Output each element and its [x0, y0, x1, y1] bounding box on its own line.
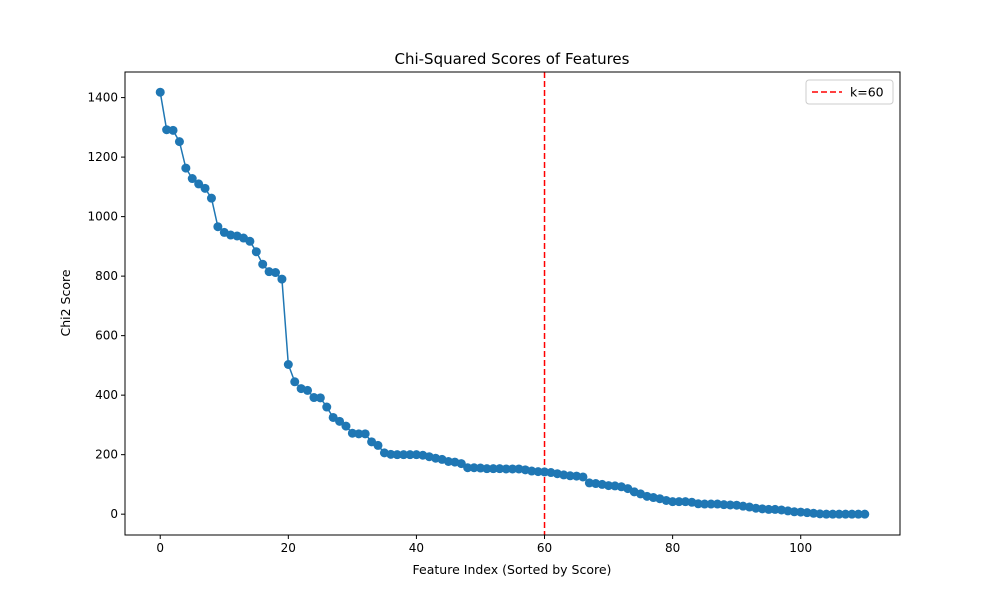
data-point	[360, 429, 370, 439]
y-tick-label: 400	[95, 388, 118, 402]
data-point	[213, 222, 223, 232]
series-line-chi2	[159, 92, 865, 515]
data-point	[392, 450, 402, 460]
data-point	[200, 183, 210, 193]
data-point	[405, 450, 415, 460]
x-tick-label: 80	[665, 541, 680, 555]
legend-box	[805, 79, 894, 105]
data-point	[168, 125, 178, 135]
data-point	[815, 509, 825, 519]
data-point	[533, 467, 543, 477]
data-point	[155, 87, 165, 97]
data-point	[354, 429, 364, 439]
legend: k=60	[805, 79, 894, 105]
data-point	[719, 500, 729, 510]
data-point	[309, 393, 319, 403]
x-axis-ticks: 0 20 40 60 80 100	[156, 535, 812, 555]
data-point	[245, 236, 255, 246]
data-point	[501, 464, 511, 474]
data-point	[674, 497, 684, 507]
data-point	[789, 507, 799, 517]
y-tick-label: 0	[110, 507, 118, 521]
data-point	[315, 393, 325, 403]
y-tick-label: 1400	[87, 91, 118, 105]
data-point	[283, 359, 293, 369]
data-point	[290, 377, 300, 387]
data-point	[565, 471, 575, 481]
data-point	[322, 402, 332, 412]
data-point	[399, 450, 409, 460]
plot-frame	[124, 71, 901, 536]
y-axis-label: Chi2 Score	[58, 269, 73, 336]
data-point	[578, 472, 588, 482]
x-tick-label: 0	[156, 541, 164, 555]
data-point	[495, 464, 505, 474]
data-point	[853, 509, 863, 519]
data-point	[508, 464, 517, 474]
y-tick-label: 800	[95, 269, 118, 283]
data-point	[335, 416, 345, 426]
x-tick-label: 100	[789, 541, 812, 555]
x-tick-label: 40	[409, 541, 424, 555]
data-point	[187, 174, 197, 184]
data-point	[764, 504, 774, 514]
data-point	[693, 499, 703, 509]
plot-area	[155, 72, 870, 535]
data-point	[206, 193, 216, 203]
data-point	[251, 247, 261, 257]
data-point	[181, 163, 191, 173]
legend-label-k60: k=60	[850, 85, 884, 100]
y-tick-label: 600	[95, 329, 118, 343]
data-point	[860, 509, 870, 519]
data-point	[277, 274, 287, 284]
data-point	[828, 509, 838, 519]
data-point	[341, 421, 351, 431]
y-tick-label: 1200	[87, 150, 118, 164]
data-point	[271, 268, 281, 278]
x-axis-label: Feature Index (Sorted by Score)	[413, 562, 612, 577]
data-point	[725, 500, 735, 510]
data-point	[668, 497, 678, 507]
y-axis-ticks: 0 200 400 600 800 1000 1200 1400	[87, 91, 125, 521]
x-tick-label: 60	[537, 541, 552, 555]
x-tick-label: 20	[281, 541, 296, 555]
data-point	[482, 464, 492, 474]
data-point	[821, 509, 831, 519]
y-tick-label: 1000	[87, 210, 118, 224]
data-point	[604, 481, 614, 491]
chart-title: Chi-Squared Scores of Features	[395, 50, 630, 68]
data-point	[700, 499, 710, 509]
data-point	[847, 509, 857, 519]
data-point	[386, 449, 396, 459]
data-point	[706, 499, 716, 509]
y-tick-label: 200	[95, 448, 118, 462]
data-point	[174, 137, 184, 147]
data-point	[258, 259, 268, 269]
data-point	[456, 459, 466, 469]
data-point	[469, 463, 479, 473]
data-point	[373, 440, 383, 450]
data-point	[488, 464, 498, 474]
data-point	[841, 509, 851, 519]
data-point	[194, 179, 204, 189]
data-point	[303, 385, 313, 395]
data-point	[463, 463, 473, 473]
data-point	[834, 509, 844, 519]
